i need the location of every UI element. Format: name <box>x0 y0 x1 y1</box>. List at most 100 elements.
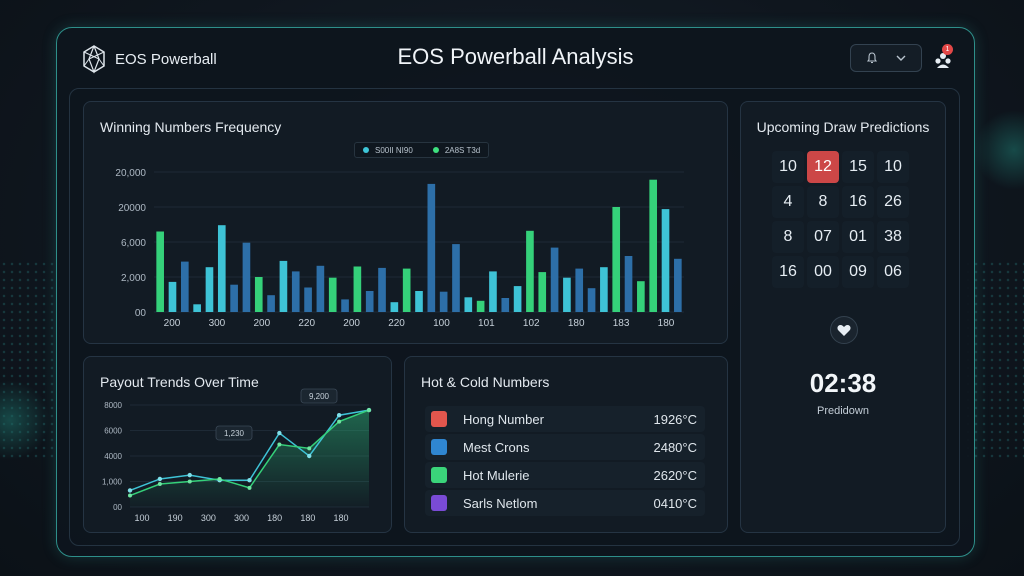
frequency-bar[interactable] <box>575 268 584 312</box>
payout-point[interactable] <box>187 472 192 478</box>
prediction-number-cell[interactable]: 16 <box>772 256 804 288</box>
frequency-bar[interactable] <box>538 272 547 312</box>
user-group-icon[interactable] <box>933 50 953 70</box>
frequency-bar[interactable] <box>291 271 300 312</box>
frequency-bar[interactable] <box>193 304 201 312</box>
y-tick-label: 00 <box>135 308 147 319</box>
frequency-bar[interactable] <box>550 247 559 312</box>
frequency-bar[interactable] <box>156 231 164 313</box>
hot-cold-row[interactable]: Hot Mulerie 2620°C <box>425 462 705 488</box>
frequency-bar[interactable] <box>267 295 275 312</box>
prediction-number-cell[interactable]: 8 <box>772 221 804 253</box>
y-tick-label: 6,000 <box>121 238 146 249</box>
payout-point[interactable] <box>336 413 342 418</box>
frequency-bar[interactable] <box>427 183 436 312</box>
frequency-bar[interactable] <box>513 286 522 312</box>
frequency-bar[interactable] <box>402 268 411 312</box>
frequency-title: Winning Numbers Frequency <box>100 119 282 135</box>
prediction-number-cell[interactable]: 15 <box>842 151 874 183</box>
frequency-bar[interactable] <box>649 179 658 312</box>
notification-dropdown[interactable] <box>850 44 922 72</box>
prediction-number-cell[interactable]: 38 <box>877 221 909 253</box>
payout-tooltip <box>300 388 338 404</box>
payout-point[interactable] <box>157 476 163 482</box>
frequency-bar[interactable] <box>489 271 497 312</box>
frequency-bar[interactable] <box>316 265 325 312</box>
x-tick-label: 100 <box>433 318 450 329</box>
payout-point[interactable] <box>277 442 282 447</box>
payout-point[interactable] <box>217 476 222 481</box>
prediction-number-cell[interactable]: 10 <box>772 151 804 183</box>
frequency-bar[interactable] <box>254 277 263 312</box>
hot-cold-name: Hot Mulerie <box>463 467 530 483</box>
frequency-bar[interactable] <box>217 225 226 312</box>
app-window: EOS Powerball EOS Powerball Analysis 1 W… <box>56 27 975 557</box>
payout-point[interactable] <box>127 488 133 493</box>
frequency-bar[interactable] <box>242 242 251 312</box>
hot-cold-value: 2620°C <box>653 467 697 483</box>
prediction-number-cell[interactable]: 01 <box>842 221 874 253</box>
prediction-number-cell[interactable]: 4 <box>772 186 804 218</box>
payout-point[interactable] <box>128 493 132 498</box>
payout-point[interactable] <box>247 478 252 483</box>
prediction-number-cell[interactable]: 16 <box>842 186 874 218</box>
frequency-bar[interactable] <box>439 291 448 312</box>
frequency-bar[interactable] <box>452 244 460 312</box>
frequency-bar[interactable] <box>563 277 571 312</box>
frequency-bar[interactable] <box>464 297 473 312</box>
prediction-number-cell[interactable]: 26 <box>877 186 909 218</box>
prediction-number-cell[interactable]: 12 <box>807 151 839 183</box>
color-swatch <box>431 439 447 455</box>
prediction-number-cell[interactable]: 09 <box>842 256 874 288</box>
payout-point[interactable] <box>157 482 162 487</box>
payout-point[interactable] <box>187 479 192 484</box>
frequency-bar[interactable] <box>415 291 423 312</box>
frequency-bar[interactable] <box>205 267 214 312</box>
frequency-bar[interactable] <box>612 207 621 312</box>
frequency-bar[interactable] <box>390 302 399 312</box>
payout-point[interactable] <box>367 408 371 413</box>
prediction-number-cell[interactable]: 06 <box>877 256 909 288</box>
payout-tooltip <box>215 425 253 441</box>
hot-cold-row[interactable]: Sarls Netlom 0410°C <box>425 490 705 516</box>
frequency-bar[interactable] <box>279 260 288 312</box>
frequency-bar[interactable] <box>624 256 633 312</box>
frequency-bar[interactable] <box>476 300 485 312</box>
frequency-bar[interactable] <box>304 287 312 313</box>
frequency-bar[interactable] <box>353 266 362 313</box>
payout-point[interactable] <box>307 446 312 451</box>
payout-point[interactable] <box>277 430 282 436</box>
x-tick-label: 300 <box>201 513 216 523</box>
frequency-bar[interactable] <box>587 288 596 312</box>
x-tick-label: 220 <box>298 318 315 329</box>
frequency-bar[interactable] <box>674 258 682 312</box>
prediction-number-cell[interactable]: 8 <box>807 186 839 218</box>
frequency-bar[interactable] <box>600 267 608 312</box>
color-swatch <box>431 495 447 511</box>
payout-point[interactable] <box>247 485 252 490</box>
frequency-bar[interactable] <box>168 281 177 312</box>
prediction-number-cell[interactable]: 07 <box>807 221 839 253</box>
payout-tooltip-text: 1,230 <box>224 429 245 438</box>
frequency-bar[interactable] <box>637 281 645 312</box>
frequency-bar[interactable] <box>661 209 670 312</box>
frequency-bar[interactable] <box>230 284 238 312</box>
frequency-bar[interactable] <box>378 267 386 312</box>
frequency-bar[interactable] <box>328 277 337 312</box>
favorite-button[interactable] <box>830 316 858 344</box>
hot-cold-row[interactable]: Mest Crons 2480°C <box>425 434 705 460</box>
payout-point[interactable] <box>337 419 342 424</box>
frequency-bar[interactable] <box>501 298 510 312</box>
hot-cold-panel: Hot & Cold Numbers Hong Number 1926°C Mest… <box>404 356 728 533</box>
frequency-bar[interactable] <box>365 291 374 312</box>
app-logo[interactable]: EOS Powerball <box>81 44 217 74</box>
predictions-title: Upcoming Draw Predictions <box>756 119 930 135</box>
frequency-bar[interactable] <box>180 261 189 312</box>
hot-cold-row[interactable]: Hong Number 1926°C <box>425 406 705 432</box>
prediction-number-cell[interactable]: 10 <box>877 151 909 183</box>
color-swatch <box>431 411 447 427</box>
frequency-bar[interactable] <box>341 299 349 312</box>
frequency-bar[interactable] <box>526 230 534 312</box>
payout-point[interactable] <box>307 453 312 459</box>
prediction-number-cell[interactable]: 00 <box>807 256 839 288</box>
